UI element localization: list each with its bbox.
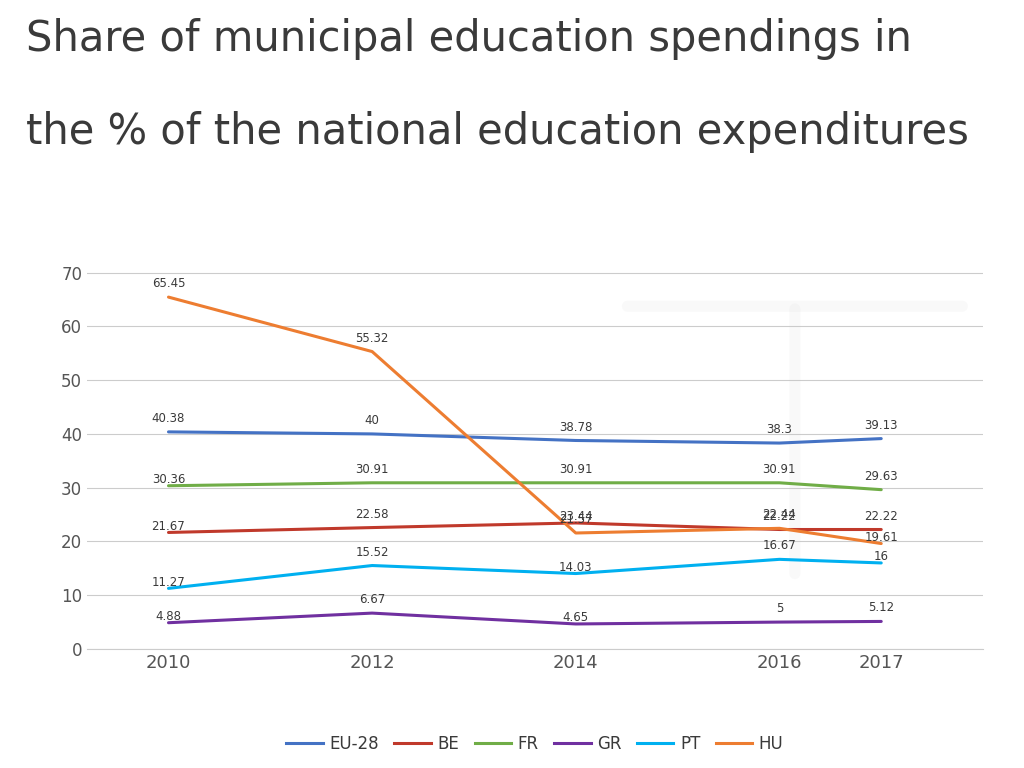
Text: 16.67: 16.67 [763,539,797,552]
Text: 15.52: 15.52 [355,545,389,558]
Text: 14.03: 14.03 [559,561,593,574]
Text: 21.57: 21.57 [559,513,593,526]
Text: 30.91: 30.91 [355,463,389,476]
Text: 65.45: 65.45 [152,277,185,290]
Text: 55.32: 55.32 [355,332,389,345]
Text: 38.3: 38.3 [767,423,793,436]
Legend: EU-28, BE, FR, GR, PT, HU: EU-28, BE, FR, GR, PT, HU [280,728,791,760]
Text: Share of municipal education spendings in: Share of municipal education spendings i… [26,18,911,60]
Text: 40: 40 [365,414,380,427]
Text: 11.27: 11.27 [152,576,185,589]
Text: 4.65: 4.65 [563,611,589,624]
Text: 5.12: 5.12 [868,601,894,614]
Text: 40.38: 40.38 [152,412,185,425]
Text: 29.63: 29.63 [864,470,898,483]
Text: 30.36: 30.36 [152,473,185,486]
Text: 30.91: 30.91 [763,463,796,476]
Text: 19.61: 19.61 [864,531,898,544]
Text: 21.67: 21.67 [152,520,185,533]
Text: 4.88: 4.88 [156,611,181,623]
Text: 6.67: 6.67 [359,593,385,606]
Text: 22.58: 22.58 [355,508,389,521]
Text: 38.78: 38.78 [559,421,593,433]
Text: 22.22: 22.22 [763,509,797,522]
Text: 23.44: 23.44 [559,511,593,524]
Text: 30.91: 30.91 [559,463,593,476]
Text: 22.22: 22.22 [864,509,898,522]
Text: 22.44: 22.44 [763,508,797,521]
Text: 5: 5 [776,602,783,615]
Text: the % of the national education expenditures: the % of the national education expendit… [26,111,969,154]
Text: 16: 16 [873,551,889,564]
Text: 39.13: 39.13 [864,419,898,432]
